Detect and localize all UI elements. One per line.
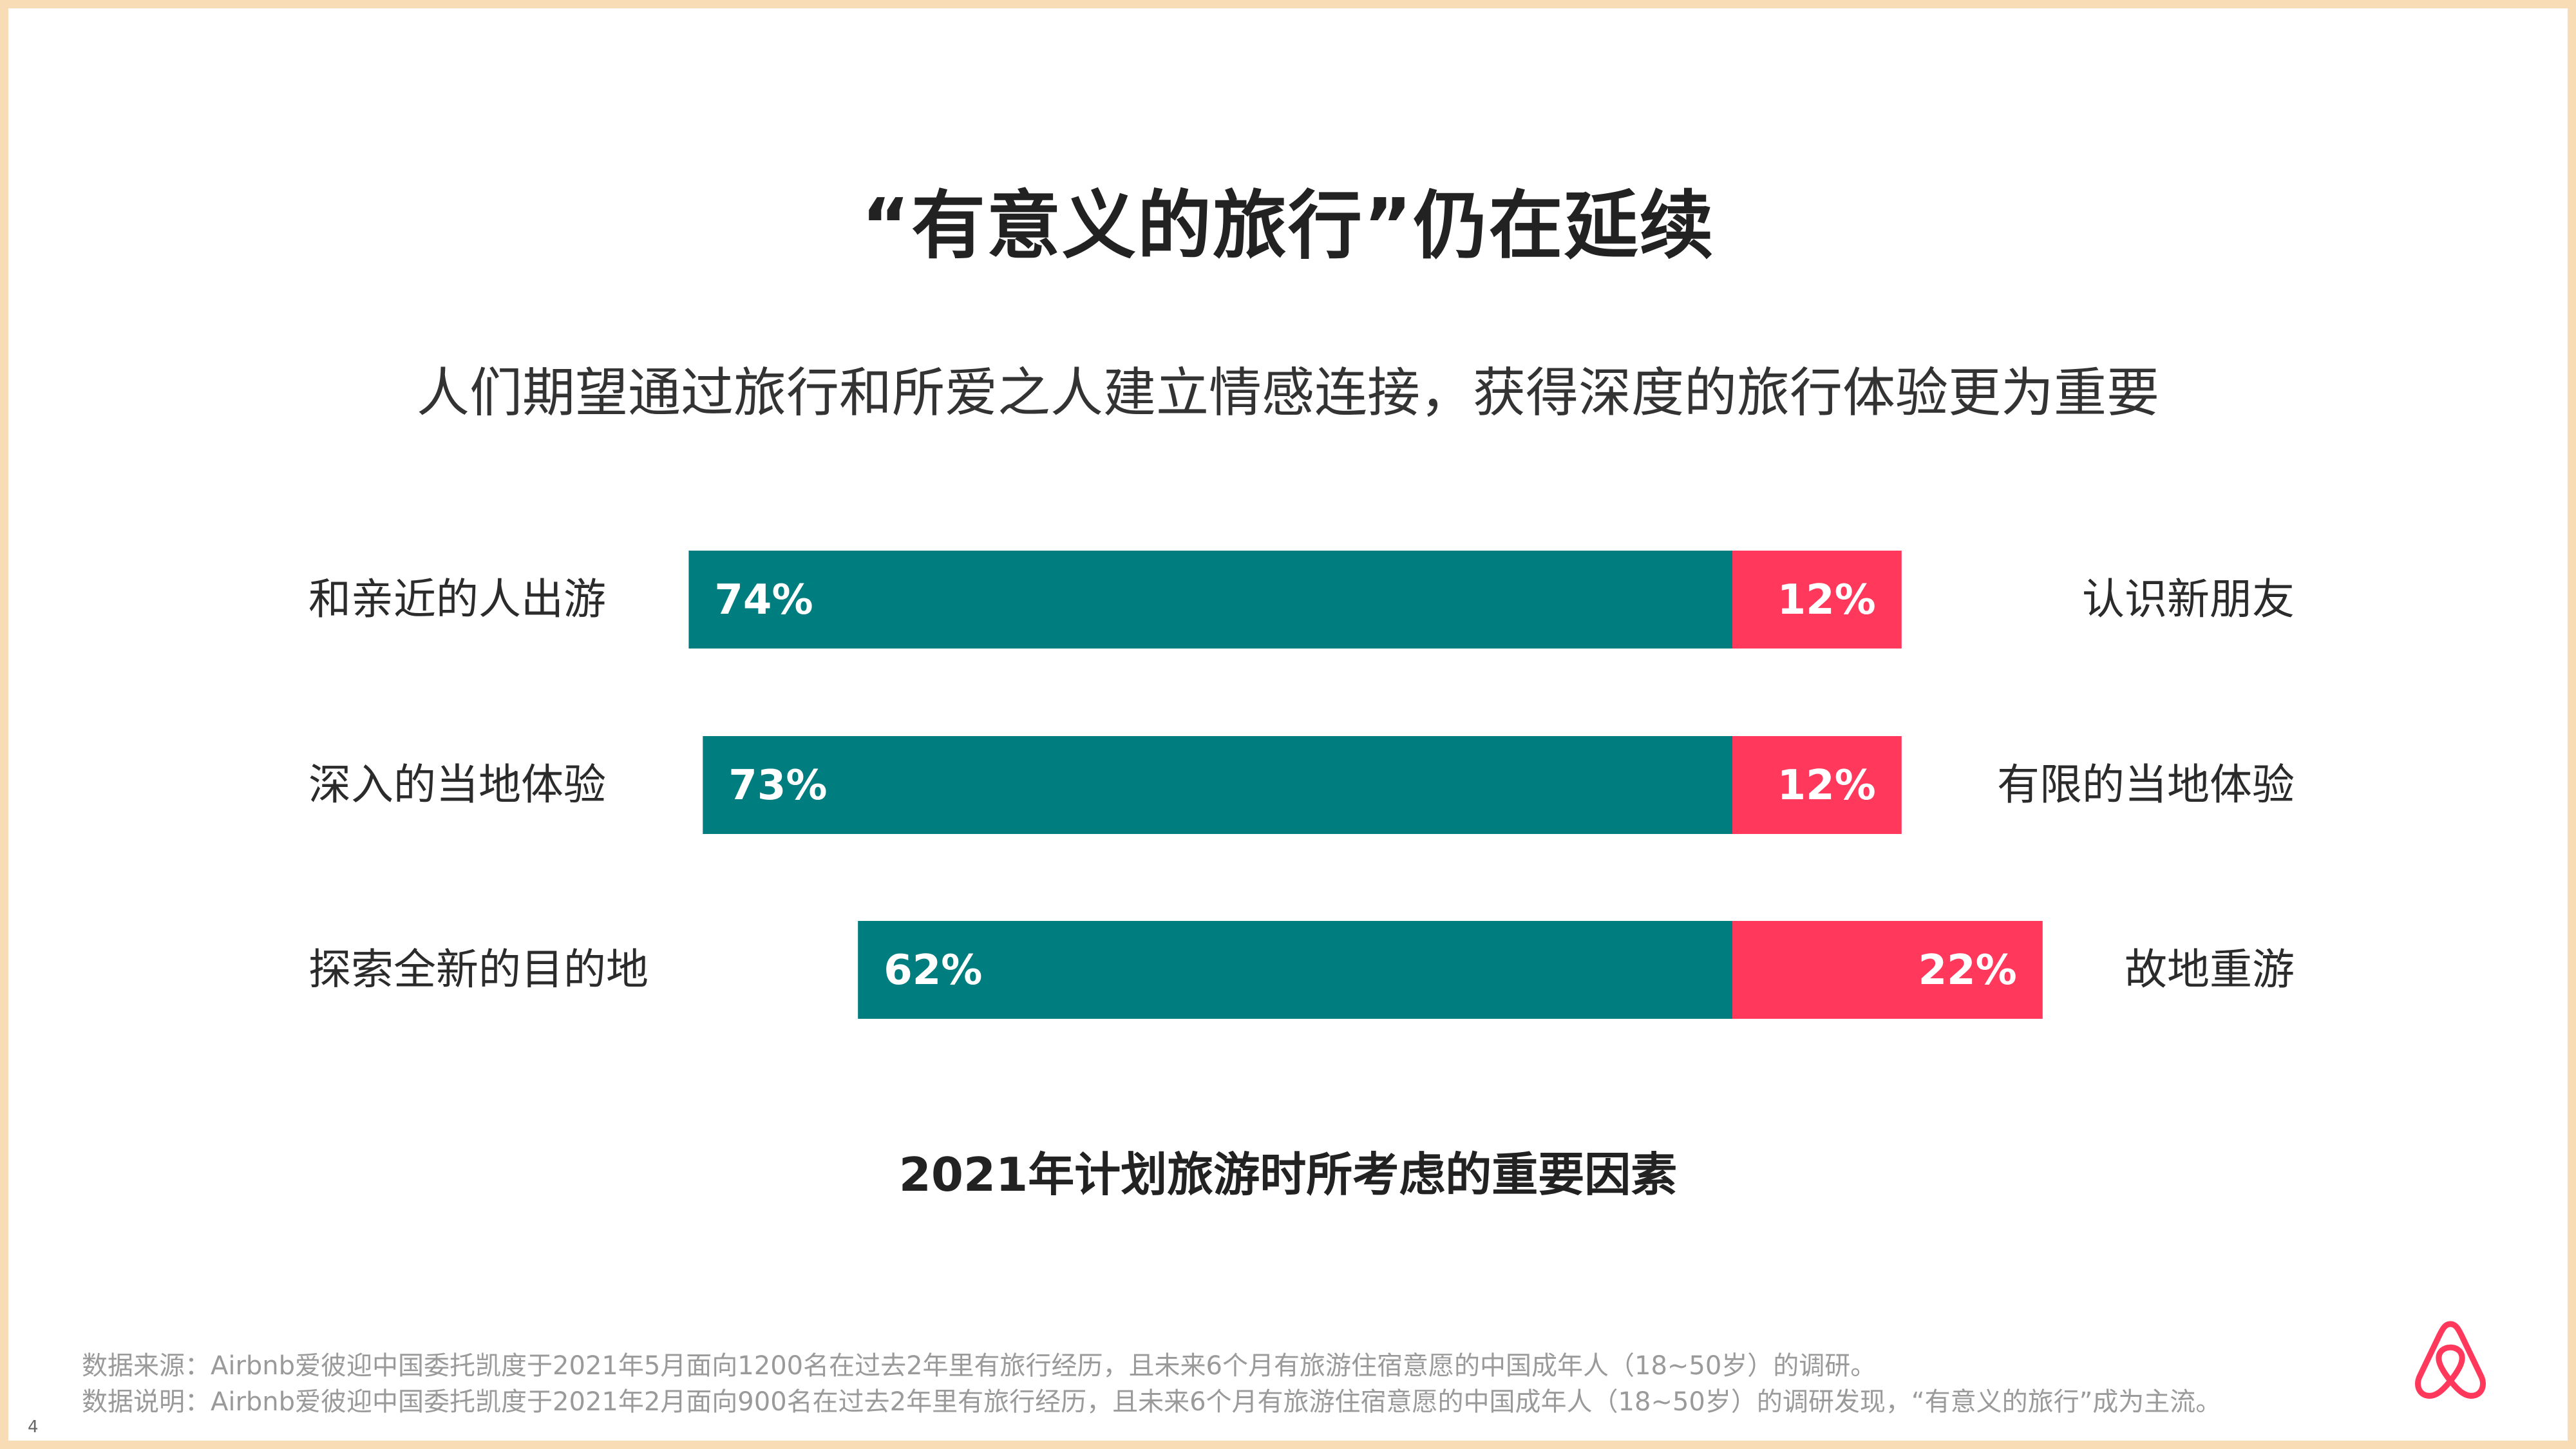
airbnb-logo-icon xyxy=(2415,1321,2486,1399)
category-label-right-1: 认识新朋友 xyxy=(2082,574,2295,624)
bar-right-2 xyxy=(1732,736,1902,834)
category-label-right-2: 有限的当地体验 xyxy=(1997,760,2295,810)
category-label-left-1: 和亲近的人出游 xyxy=(308,574,606,624)
bar-left-3 xyxy=(858,921,1732,1019)
data-label-right-3: 22% xyxy=(1918,947,2017,994)
footnote-note: 数据说明：Airbnb爱彼迎中国委托凯度于2021年2月面向900名在过去2年里… xyxy=(82,1387,2222,1417)
data-label-left-2: 73% xyxy=(728,762,827,810)
data-label-right-1: 12% xyxy=(1777,576,1876,624)
chart-title: 2021年计划旅游时所考虑的重要因素 xyxy=(898,1148,1678,1202)
bar-left-2 xyxy=(703,736,1732,834)
bar-left-1 xyxy=(688,551,1732,649)
page-number: 4 xyxy=(28,1417,39,1437)
data-label-right-2: 12% xyxy=(1777,762,1876,810)
category-label-right-3: 故地重游 xyxy=(2125,945,2295,994)
data-label-left-3: 62% xyxy=(884,947,982,994)
bar-right-3 xyxy=(1732,921,2043,1019)
diverging-bar-chart: 74% 12% 和亲近的人出游 认识新朋友 73% 12% 深入的当地体验 有限的当地体验 62… xyxy=(308,551,2295,1019)
page-subtitle: 人们期望通过旅行和所爱之人建立情感连接，获得深度的旅行体验更为重要 xyxy=(416,363,2159,424)
slide: “有意义的旅行”仍在延续 人们期望通过旅行和所爱之人建立情感连接，获得深度的旅行… xyxy=(8,8,2568,1441)
footnote-source: 数据来源：Airbnb爱彼迎中国委托凯度于2021年5月面向1200名在过去2年… xyxy=(82,1351,1877,1381)
bar-right-1 xyxy=(1732,551,1902,649)
page-title: “有意义的旅行”仍在延续 xyxy=(861,183,1715,269)
category-label-left-3: 探索全新的目的地 xyxy=(308,945,649,994)
category-label-left-2: 深入的当地体验 xyxy=(308,760,606,810)
data-label-left-1: 74% xyxy=(714,576,813,624)
